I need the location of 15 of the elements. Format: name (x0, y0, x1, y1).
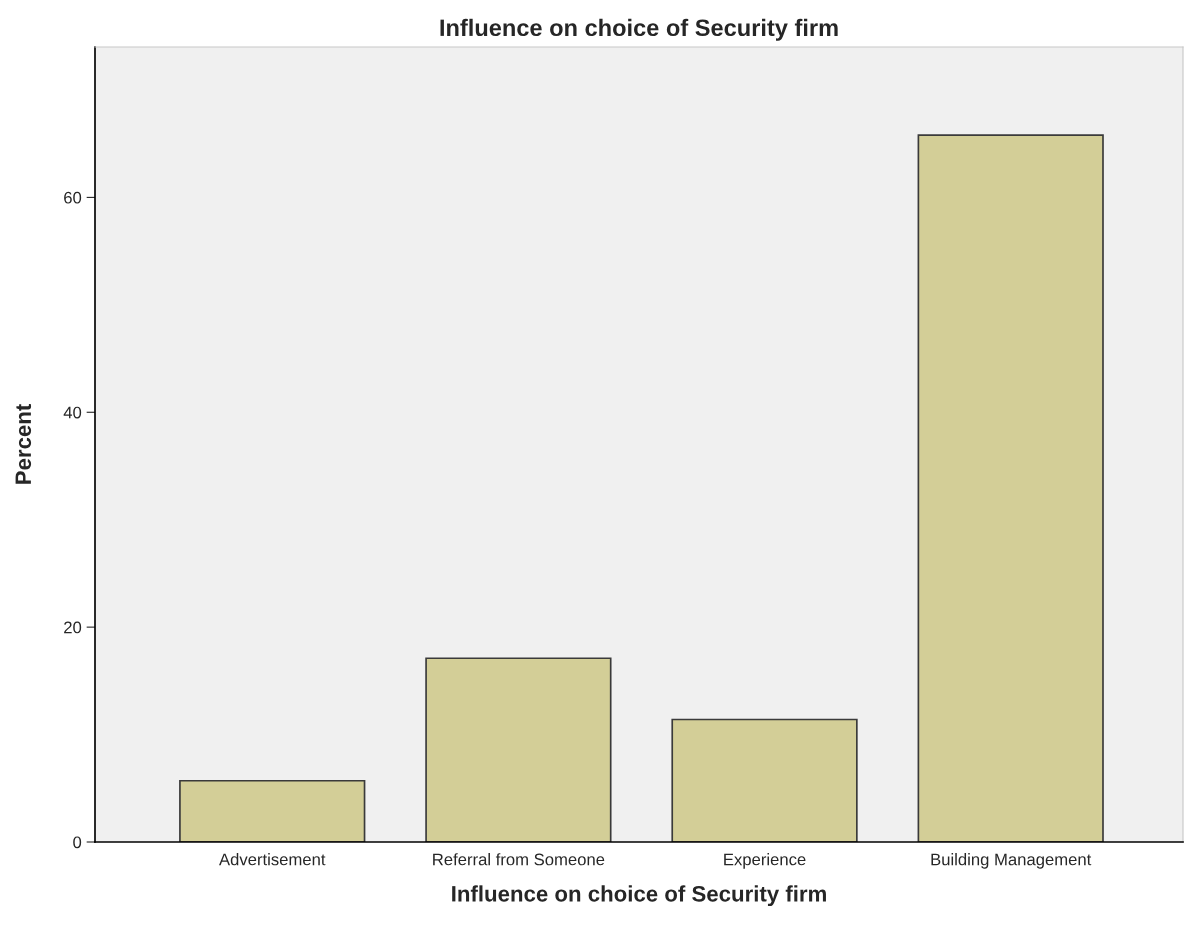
bar (179, 779, 366, 842)
bar (425, 657, 612, 842)
y-tick-label: 20 (64, 621, 82, 634)
y-tick-label: 40 (63, 406, 82, 419)
bar (917, 134, 1104, 842)
x-tick-label: Advertisement (219, 853, 326, 866)
x-tick-label: Building Management (931, 853, 1092, 869)
y-tick-label: 0 (73, 836, 82, 849)
chart-title: Influence on choice of Security firm (440, 18, 838, 41)
y-axis-title: Percent (15, 404, 32, 484)
x-axis-title: Influence on choice of Security firm (452, 885, 826, 907)
bar (671, 718, 858, 842)
x-tick-label: Experience (724, 853, 806, 869)
y-tick-label: 60 (64, 191, 82, 204)
x-tick-label: Referral from Someone (433, 853, 605, 866)
